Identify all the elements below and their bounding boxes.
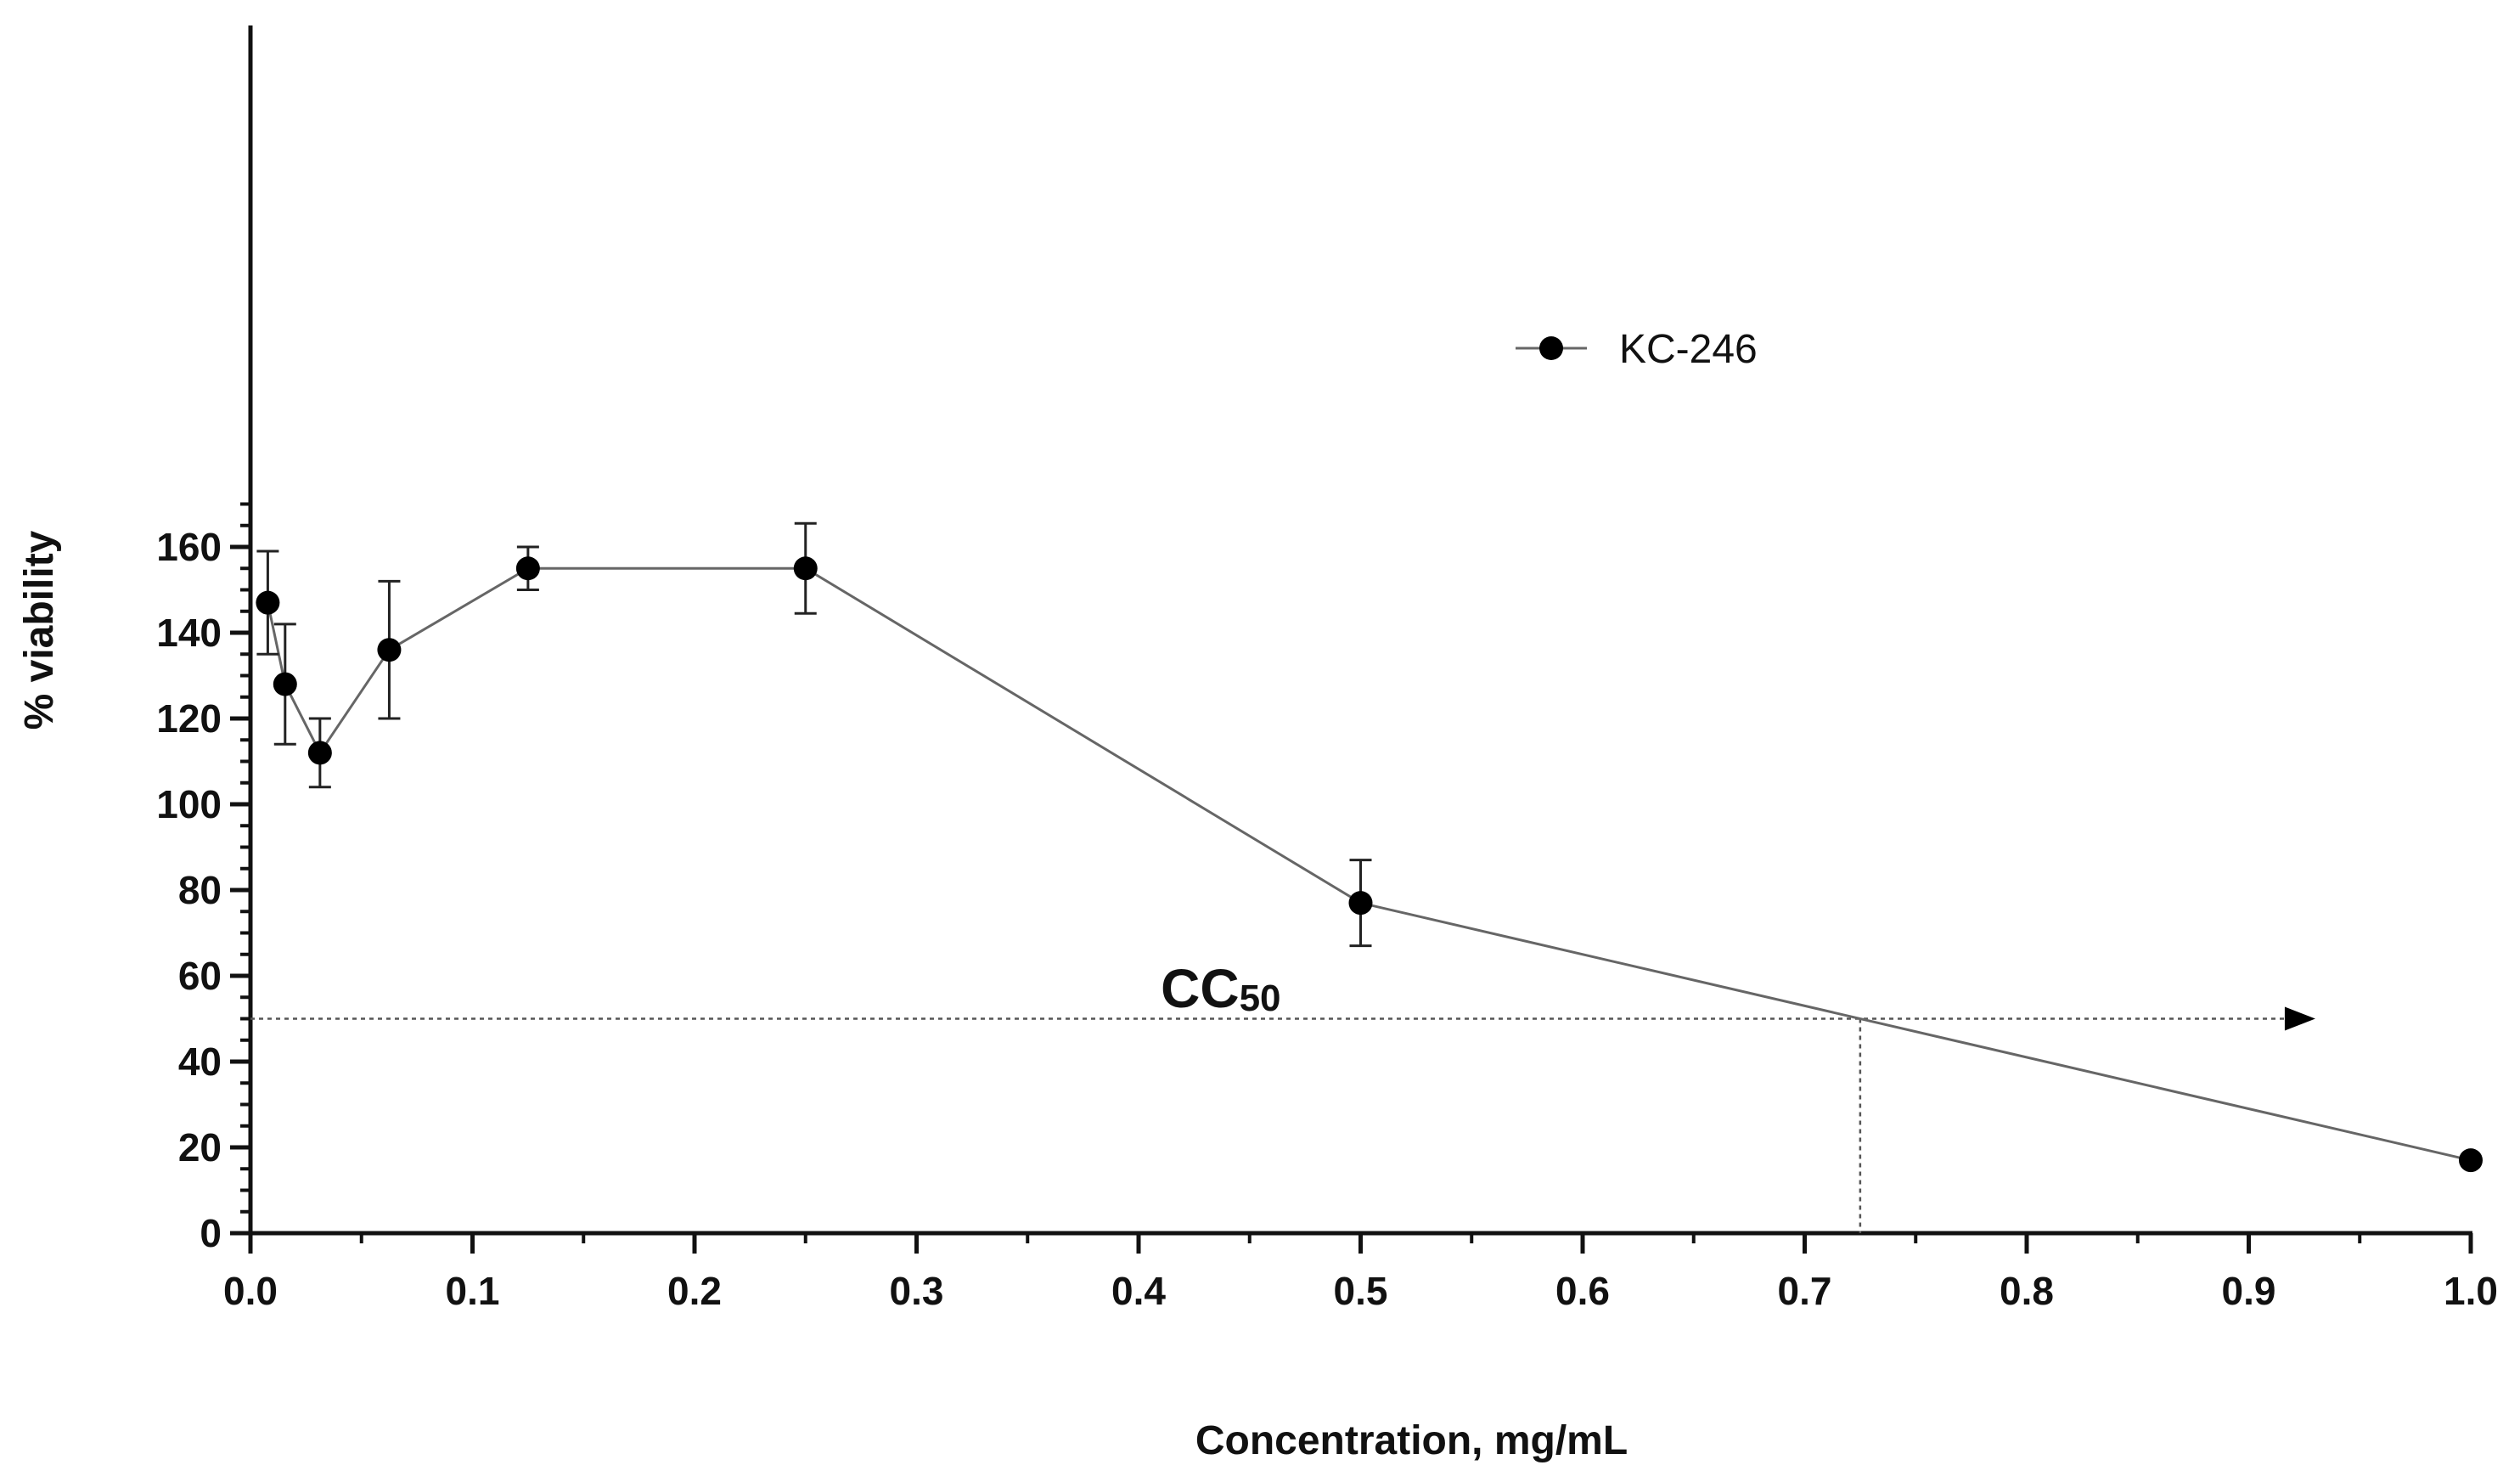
- y-tick-label: 120: [156, 696, 222, 741]
- cc50-label-subscript: 50: [1240, 978, 1281, 1019]
- x-tick-label: 0.9: [2222, 1269, 2276, 1313]
- x-tick-label: 0.2: [667, 1269, 722, 1313]
- legend: KC-246: [1516, 327, 1758, 372]
- y-tick-label: 80: [178, 868, 222, 912]
- series-line: [266, 566, 2472, 1162]
- y-tick-label: 60: [178, 954, 222, 998]
- data-point: [273, 672, 297, 696]
- x-axis-title: Concentration, mg/mL: [1195, 1418, 1628, 1463]
- y-tick-label: 100: [156, 782, 222, 826]
- y-tick-label: 0: [200, 1211, 222, 1255]
- data-series: [256, 521, 2483, 1173]
- x-tick-label: 0.5: [1334, 1269, 1388, 1313]
- legend-marker: [1539, 336, 1563, 360]
- y-tick-label: 160: [156, 525, 222, 569]
- x-tick-label: 0.6: [1555, 1269, 1610, 1313]
- data-point: [256, 590, 280, 615]
- data-point: [377, 638, 402, 662]
- axes: 0 20 40 60 80 100 120 140 160 0.0 0.1 0.2 0.3 0.4 0.5 0…: [156, 25, 2498, 1313]
- y-tick-label: 140: [156, 611, 222, 655]
- y-tick-label: 20: [178, 1125, 222, 1169]
- y-axis-title: % viability: [17, 530, 62, 730]
- data-point: [515, 556, 540, 581]
- x-tick-label: 0.8: [2000, 1269, 2054, 1313]
- data-point: [1348, 891, 1373, 916]
- data-point: [2459, 1148, 2483, 1173]
- x-tick-label: 0.0: [223, 1269, 278, 1313]
- x-tick-label: 0.1: [446, 1269, 500, 1313]
- legend-label: KC-246: [1619, 327, 1758, 372]
- x-tick-label: 0.3: [890, 1269, 944, 1313]
- cc50-annotation: CC50: [250, 958, 2315, 1233]
- cc50-label: CC50: [1161, 958, 1280, 1019]
- data-point: [793, 556, 818, 581]
- y-tick-label: 40: [178, 1040, 222, 1084]
- x-tick-label: 0.4: [1111, 1269, 1166, 1313]
- x-tick-label: 0.7: [1778, 1269, 1832, 1313]
- data-point: [307, 741, 332, 765]
- x-tick-label: 1.0: [2444, 1269, 2498, 1313]
- cc50-arrowhead: [2284, 1006, 2315, 1031]
